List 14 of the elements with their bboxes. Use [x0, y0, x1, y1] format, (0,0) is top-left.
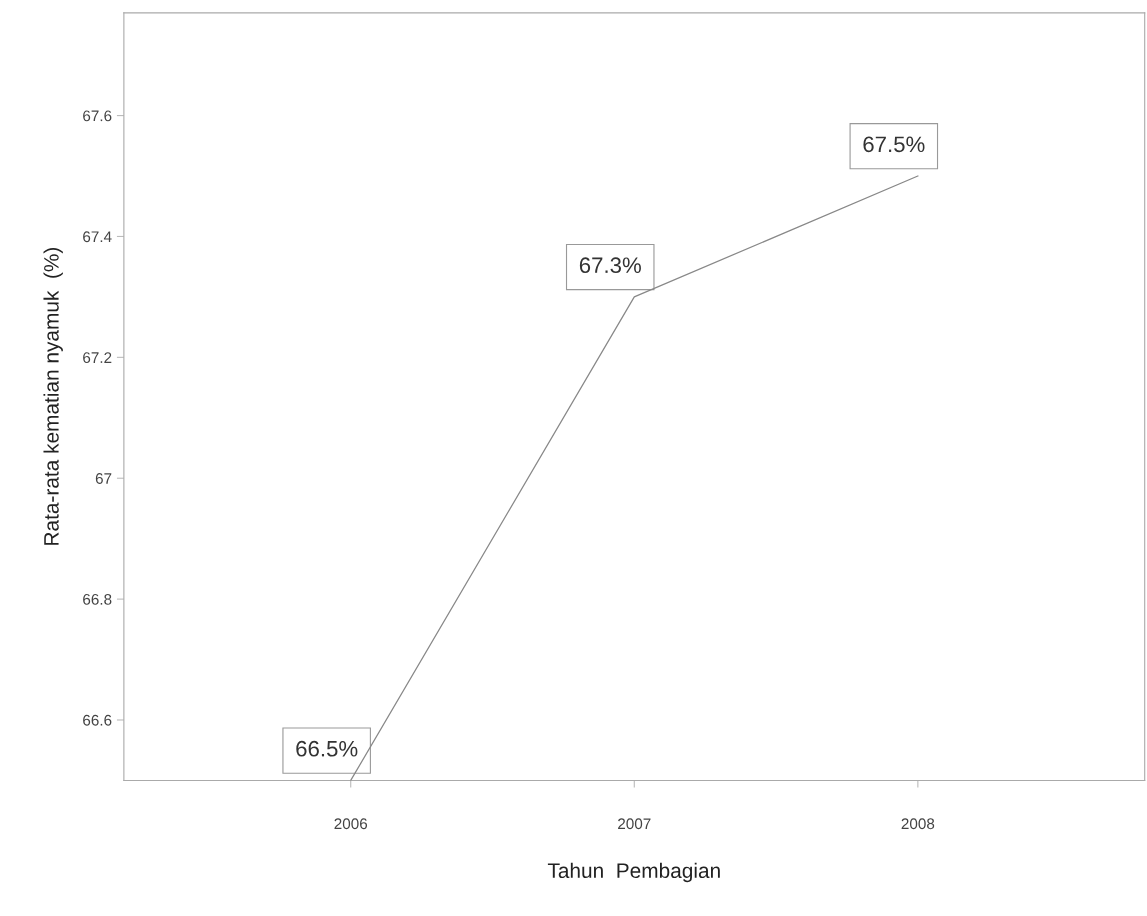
- x-axis-title: Tahun Pembagian: [547, 862, 720, 883]
- y-tick-label: 67.6: [83, 110, 112, 122]
- data-label: 66.5%: [296, 740, 358, 757]
- y-axis-title: Rata-rata kematian nyamuk (%): [43, 247, 63, 545]
- data-label: 67.3%: [579, 257, 641, 274]
- x-tick-label: 2008: [901, 818, 935, 830]
- y-tick-label: 66.6: [83, 714, 112, 726]
- data-label: 67.5%: [863, 136, 925, 153]
- y-tick-label: 67: [95, 473, 112, 484]
- x-tick-label: 2007: [618, 818, 651, 830]
- y-tick-label: 66.8: [83, 593, 112, 605]
- y-tick-label: 67.4: [83, 231, 112, 243]
- x-tick-label: 2006: [334, 818, 368, 830]
- y-tick-label: 67.2: [83, 352, 112, 364]
